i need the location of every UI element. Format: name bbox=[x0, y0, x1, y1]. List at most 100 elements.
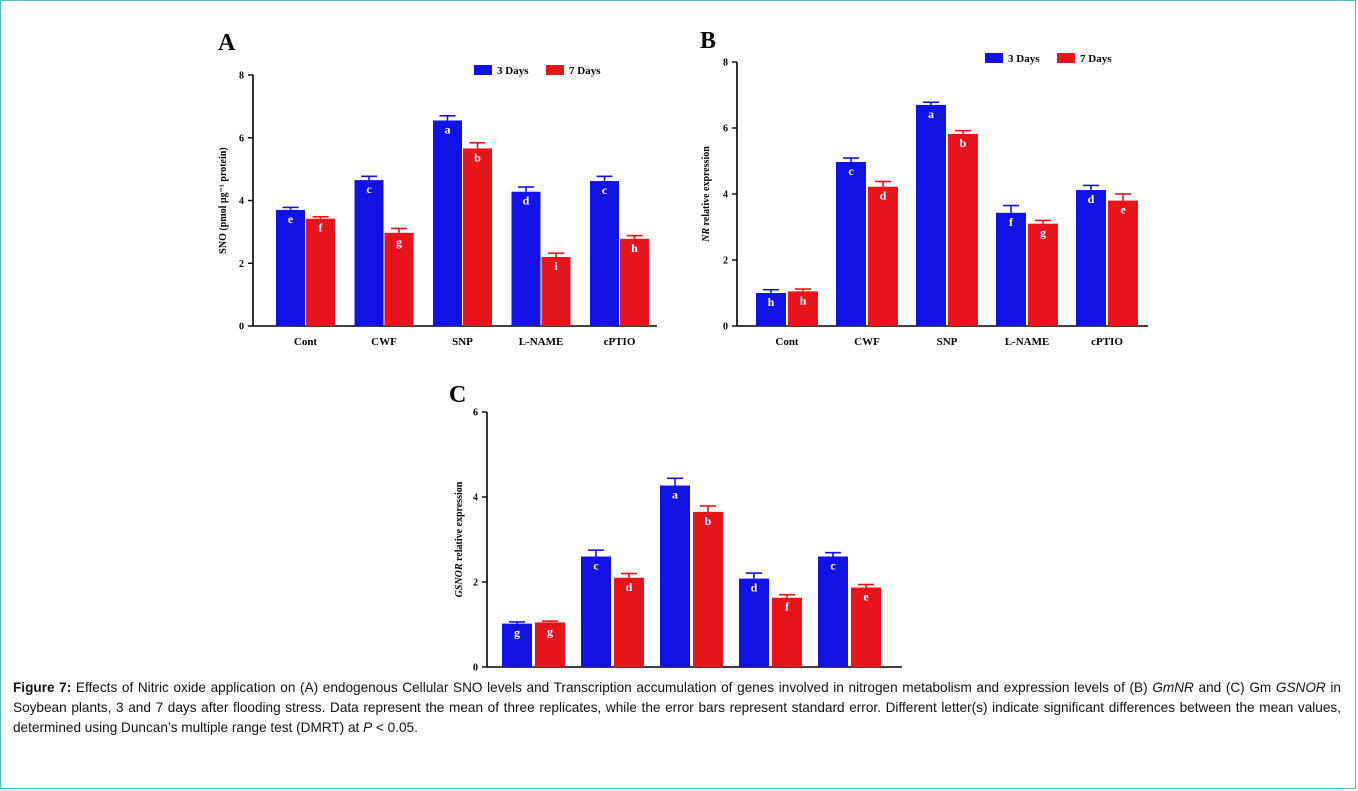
y-axis-label-a: SNO (pmol µg⁻¹ protein) bbox=[218, 147, 229, 253]
bar-b bbox=[996, 212, 1026, 326]
sig-letter-a: f bbox=[319, 221, 324, 235]
y-tick-label-c: 0 bbox=[473, 663, 478, 674]
legend-label-b: 3 Days bbox=[1008, 53, 1040, 65]
bar-a bbox=[306, 218, 335, 326]
y-tick-label-a: 6 bbox=[239, 133, 244, 144]
bar-c bbox=[502, 623, 532, 667]
sig-letter-b: e bbox=[1120, 203, 1126, 217]
y-tick-label-c: 4 bbox=[473, 493, 478, 504]
sig-letter-a: c bbox=[602, 183, 608, 197]
y-axis-label-text-c: relative expression bbox=[454, 481, 465, 563]
bar-b bbox=[788, 291, 818, 326]
caption-text-1: Effects of Nitric oxide application on (… bbox=[71, 680, 1153, 695]
sig-letter-c: c bbox=[593, 559, 599, 573]
bar-c bbox=[581, 556, 611, 667]
sig-letter-b: b bbox=[960, 136, 967, 150]
bar-a bbox=[354, 180, 384, 326]
bar-c bbox=[535, 622, 565, 667]
legend-swatch-a bbox=[546, 65, 564, 75]
sig-letter-a: a bbox=[445, 122, 451, 136]
sig-letter-b: d bbox=[1088, 192, 1095, 206]
x-tick-label-a: Cont bbox=[294, 336, 318, 348]
bar-a bbox=[590, 181, 619, 326]
y-axis-label-b: NR relative expression bbox=[701, 146, 712, 243]
y-axis-label-c: GSNOR relative expression bbox=[454, 481, 465, 597]
sig-letter-c: d bbox=[626, 580, 633, 594]
caption-label: Figure 7: bbox=[13, 680, 72, 695]
x-tick-label-b: SNP bbox=[937, 336, 958, 348]
x-tick-label-b: L-NAME bbox=[1005, 336, 1050, 348]
caption-text-3: in Soybean plants, 3 and 7 days after fl… bbox=[13, 680, 1341, 735]
sig-letter-c: f bbox=[785, 600, 790, 614]
y-tick-label-b: 4 bbox=[723, 190, 728, 201]
caption-gene-nr: GmNR bbox=[1152, 680, 1194, 695]
legend-label-a: 3 Days bbox=[497, 65, 529, 77]
x-tick-label-b: CWF bbox=[854, 336, 880, 348]
chart-panel-b: B 0 2 4 6 8 NR relative expression h h Cont c d CWF a… bbox=[700, 28, 1148, 348]
bar-b bbox=[868, 186, 898, 326]
sig-letter-b: f bbox=[1009, 215, 1014, 229]
y-tick-label-a: 8 bbox=[239, 71, 244, 82]
panel-letter-c: C bbox=[449, 382, 466, 408]
bar-b bbox=[948, 133, 978, 326]
legend-swatch-b bbox=[1057, 53, 1075, 63]
sig-letter-a: c bbox=[366, 182, 372, 196]
bar-c bbox=[693, 511, 723, 667]
sig-letter-c: a bbox=[672, 488, 678, 502]
bar-c bbox=[739, 578, 769, 667]
x-tick-label-b: Cont bbox=[775, 336, 799, 348]
legend-label-a: 7 Days bbox=[569, 65, 601, 77]
sig-letter-c: d bbox=[751, 581, 758, 595]
sig-letter-a: b bbox=[474, 150, 481, 164]
sig-letter-c: b bbox=[705, 514, 712, 528]
bar-b bbox=[1108, 200, 1138, 326]
sig-letter-a: g bbox=[396, 235, 402, 249]
legend-label-b: 7 Days bbox=[1080, 53, 1112, 65]
x-tick-label-a: CWF bbox=[371, 336, 397, 348]
sig-letter-b: d bbox=[880, 189, 887, 203]
bar-c bbox=[851, 587, 881, 667]
sig-letter-b: h bbox=[768, 295, 775, 309]
bar-a bbox=[511, 191, 541, 326]
y-tick-label-b: 6 bbox=[723, 124, 728, 135]
sig-letter-a: i bbox=[554, 259, 558, 273]
bar-a bbox=[620, 238, 649, 326]
bar-a bbox=[433, 120, 462, 327]
sig-letter-b: a bbox=[928, 107, 934, 121]
sig-letter-a: d bbox=[523, 194, 530, 208]
bar-a bbox=[541, 256, 571, 326]
bar-a bbox=[276, 209, 305, 326]
sig-letter-c: c bbox=[830, 559, 836, 573]
sig-letter-c: g bbox=[514, 626, 520, 640]
sig-letter-c: e bbox=[863, 590, 869, 604]
y-tick-label-b: 2 bbox=[723, 256, 728, 267]
sig-letter-b: c bbox=[848, 164, 854, 178]
bar-c bbox=[614, 577, 644, 667]
y-tick-label-c: 6 bbox=[473, 408, 478, 419]
panel-letter-b: B bbox=[700, 28, 716, 54]
figure-charts: A 0 2 4 6 8 SNO (pmol µg⁻¹ protein) e f Cont c g CWF… bbox=[218, 28, 1148, 674]
sig-letter-a: h bbox=[631, 241, 638, 255]
caption-text-2: and (C) Gm bbox=[1193, 680, 1276, 695]
y-axis-label-text-a: SNO (pmol µg⁻¹ protein) bbox=[218, 147, 229, 253]
x-tick-label-a: SNP bbox=[452, 336, 473, 348]
x-tick-label-a: cPTIO bbox=[604, 336, 636, 348]
y-tick-label-b: 0 bbox=[723, 322, 728, 333]
sig-letter-b: h bbox=[800, 293, 807, 307]
y-axis-label-italic-b: NR bbox=[701, 228, 712, 243]
y-axis-label-text-b: relative expression bbox=[701, 146, 712, 228]
sig-letter-b: g bbox=[1040, 226, 1046, 240]
y-tick-label-a: 0 bbox=[239, 322, 244, 333]
sig-letter-a: e bbox=[288, 212, 294, 226]
y-tick-label-b: 8 bbox=[723, 58, 728, 69]
figure-caption: Figure 7: Effects of Nitric oxide applic… bbox=[13, 678, 1341, 738]
bar-c bbox=[818, 556, 848, 667]
chart-panel-c: C 0 2 4 6 GSNOR relative expression g g c d a b d f c e bbox=[449, 382, 902, 674]
sig-letter-c: g bbox=[547, 624, 553, 638]
y-tick-label-a: 4 bbox=[239, 196, 244, 207]
bar-b bbox=[756, 293, 786, 326]
y-tick-label-c: 2 bbox=[473, 578, 478, 589]
bar-b bbox=[916, 104, 946, 327]
bar-a bbox=[463, 148, 492, 326]
y-tick-label-a: 2 bbox=[239, 259, 244, 270]
